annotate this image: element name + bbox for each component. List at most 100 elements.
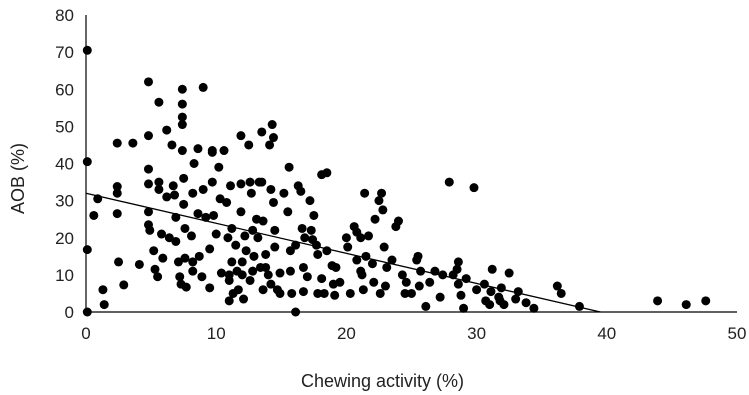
data-point xyxy=(253,233,263,243)
data-point xyxy=(186,231,196,241)
data-point xyxy=(99,300,109,310)
data-point xyxy=(188,266,198,276)
data-point xyxy=(378,205,388,215)
data-point xyxy=(487,264,497,274)
data-point xyxy=(249,251,259,261)
y-axis: 0 10 20 30 40 50 60 70 80 xyxy=(55,6,87,322)
data-point xyxy=(370,214,380,224)
data-point xyxy=(393,216,403,226)
data-point xyxy=(504,268,514,278)
data-point xyxy=(82,157,92,167)
data-point xyxy=(322,168,332,178)
y-tick-label: 70 xyxy=(55,43,74,62)
data-point xyxy=(435,292,445,302)
data-point xyxy=(177,84,187,94)
data-point xyxy=(258,285,268,295)
data-point xyxy=(245,177,255,187)
data-point xyxy=(153,272,163,282)
data-point xyxy=(223,233,233,243)
data-point xyxy=(266,279,276,289)
data-point xyxy=(330,290,340,300)
data-point xyxy=(358,285,368,295)
data-point xyxy=(112,188,122,198)
data-point xyxy=(237,257,247,267)
data-point xyxy=(143,179,153,189)
data-point xyxy=(215,194,225,204)
data-point xyxy=(177,146,187,156)
data-point xyxy=(453,257,463,267)
data-point xyxy=(177,112,187,122)
x-tick-label: 40 xyxy=(597,324,616,343)
data-point xyxy=(162,125,172,135)
data-point xyxy=(143,131,153,141)
data-point xyxy=(112,138,122,148)
data-point xyxy=(236,131,246,141)
data-point xyxy=(240,231,250,241)
data-point xyxy=(552,281,562,291)
data-point xyxy=(197,272,207,282)
data-point xyxy=(335,277,345,287)
data-point xyxy=(134,259,144,269)
data-point xyxy=(248,266,258,276)
data-point xyxy=(157,229,167,239)
data-point xyxy=(367,259,377,269)
data-point xyxy=(219,146,229,156)
data-point xyxy=(485,300,495,310)
data-point xyxy=(143,164,153,174)
data-point xyxy=(469,183,479,193)
data-point xyxy=(237,270,247,280)
data-point xyxy=(279,188,289,198)
data-point xyxy=(364,231,374,241)
data-point xyxy=(98,285,108,295)
data-point xyxy=(416,266,426,276)
y-tick-label: 60 xyxy=(55,80,74,99)
data-point xyxy=(216,268,226,278)
data-point xyxy=(377,188,387,198)
data-point xyxy=(189,159,199,168)
data-point xyxy=(173,257,183,267)
data-point xyxy=(265,140,275,150)
data-point xyxy=(82,45,92,55)
data-point xyxy=(261,249,271,259)
data-point xyxy=(456,290,466,300)
data-point xyxy=(374,196,384,206)
data-point xyxy=(82,245,92,255)
data-point xyxy=(143,207,153,217)
data-point xyxy=(236,207,246,217)
data-point xyxy=(379,242,389,252)
data-point xyxy=(158,253,168,263)
data-point xyxy=(222,197,232,207)
x-tick-label: 30 xyxy=(467,324,486,343)
data-point xyxy=(180,253,190,263)
data-point xyxy=(401,277,411,287)
data-point xyxy=(452,264,462,274)
data-point xyxy=(224,275,234,285)
y-tick-label: 0 xyxy=(65,303,74,322)
data-point xyxy=(421,301,431,311)
data-point xyxy=(331,262,341,272)
data-point xyxy=(270,225,280,235)
data-point xyxy=(459,303,469,313)
data-point xyxy=(207,146,217,156)
data-point xyxy=(345,288,355,298)
data-point xyxy=(112,209,122,219)
y-tick-label: 50 xyxy=(55,117,74,136)
y-tick-label: 40 xyxy=(55,155,74,174)
data-point xyxy=(306,225,316,235)
data-point xyxy=(556,288,566,298)
data-point xyxy=(181,282,191,292)
data-point xyxy=(407,288,416,298)
data-point xyxy=(246,188,256,198)
data-point xyxy=(305,196,315,206)
data-point xyxy=(205,244,215,254)
data-point xyxy=(268,197,278,207)
data-point xyxy=(145,225,155,235)
data-point xyxy=(231,240,241,250)
data-point xyxy=(283,207,293,217)
data-point xyxy=(257,127,267,137)
data-point xyxy=(209,210,219,220)
data-point xyxy=(239,294,249,304)
data-point xyxy=(226,181,236,191)
y-tick-label: 80 xyxy=(55,6,74,25)
